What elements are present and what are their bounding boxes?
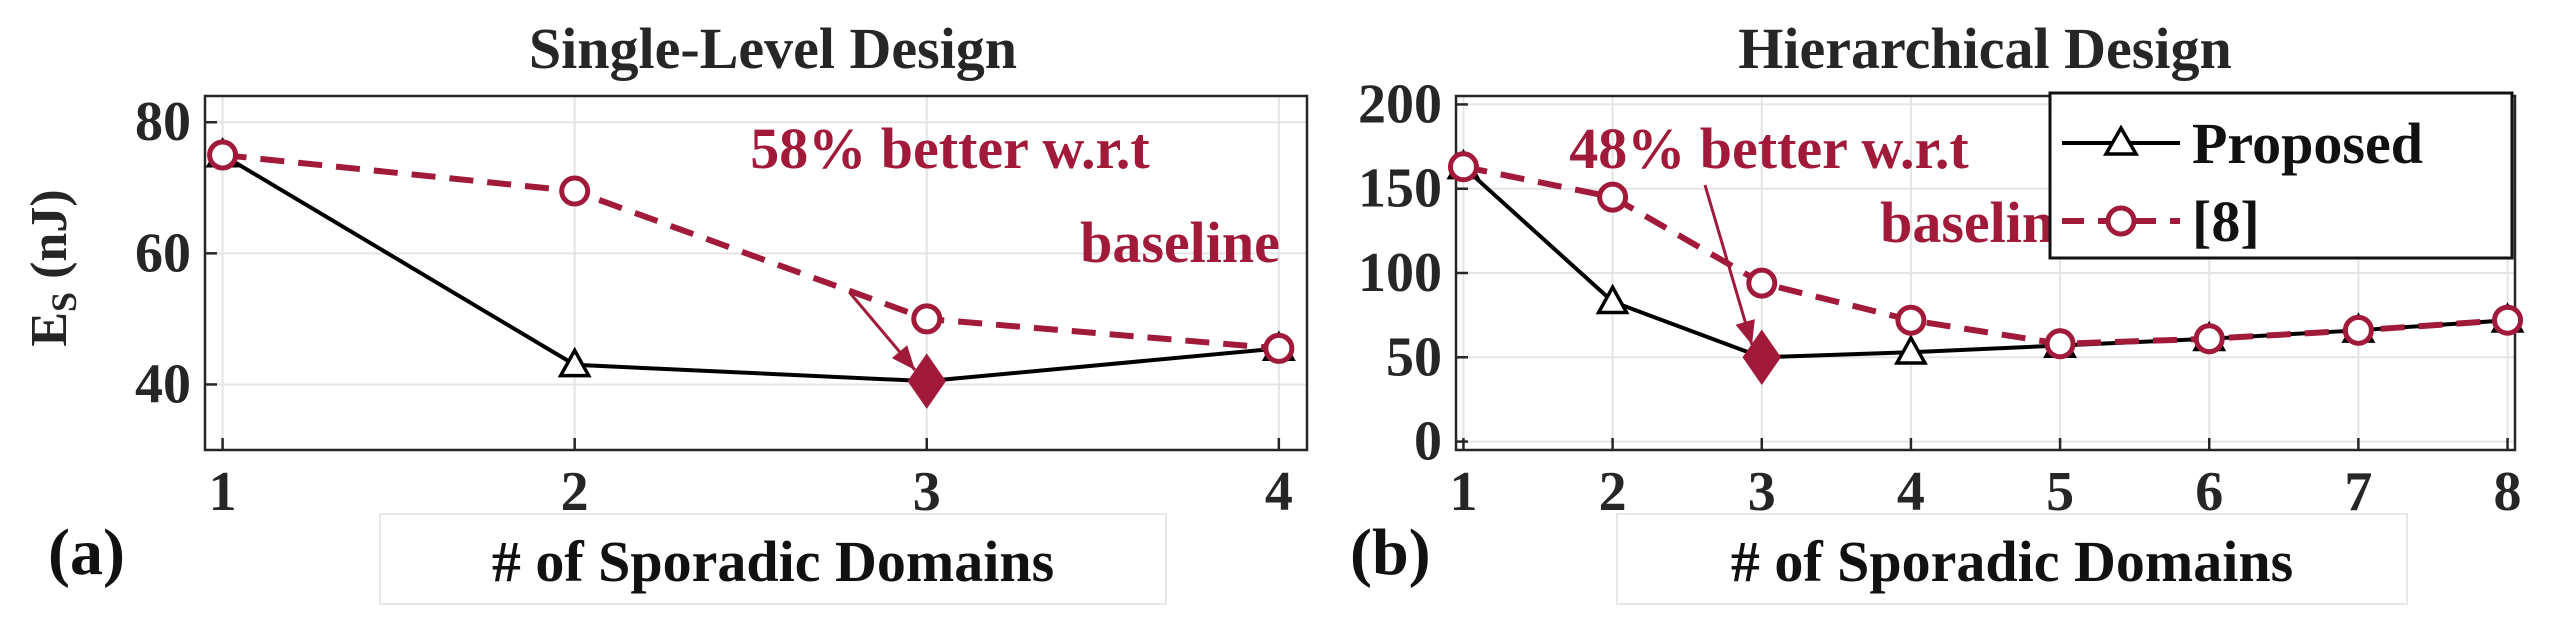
baseline-data-point <box>1447 151 1479 183</box>
y-axis-label: ES (nJ) <box>21 189 84 346</box>
proposed-data-point <box>1893 334 1928 365</box>
x-tick-label: 4 <box>1265 461 1293 523</box>
x-tick-label: 7 <box>2344 461 2372 523</box>
baseline-data-point <box>2492 304 2524 336</box>
proposed-data-point <box>557 346 592 378</box>
proposed-series-line <box>221 153 1280 384</box>
x-axis-label: # of Sporadic Domains <box>492 529 1054 594</box>
baseline-series-line <box>222 152 1280 352</box>
ylabel-subscript: S <box>44 292 84 312</box>
annotation-text: baseline <box>1080 210 1280 275</box>
y-tick-label: 100 <box>1358 242 1442 304</box>
panel-b: 1 2 3 4 5 6 7 8 0 50 100 150 200 Hierarchical Design #… <box>1350 16 2525 605</box>
baseline-data-point <box>1746 267 1778 299</box>
x-tick-label: 6 <box>2195 461 2223 523</box>
y-tick-label: 200 <box>1358 73 1442 135</box>
highlight-diamond <box>907 353 946 409</box>
x-tick-label: 1 <box>1449 461 1477 523</box>
baseline-data-point <box>911 303 943 335</box>
legend-marker-triangle <box>2102 124 2140 156</box>
annotation-text: 58% better w.r.t <box>750 116 1150 181</box>
baseline-data-point <box>559 175 591 207</box>
annotation-arrowhead <box>891 345 915 370</box>
proposed-data-point <box>1595 283 1630 315</box>
panel-label: (b) <box>1350 516 1431 589</box>
y-tick-label: 80 <box>135 91 191 153</box>
annotation-arrow <box>1703 184 1754 346</box>
panel-a: 1 2 3 4 40 60 80 Single-Level Design # of Sporad… <box>48 16 1309 605</box>
x-tick-label: 8 <box>2494 461 2522 523</box>
baseline-data-point <box>2044 328 2076 360</box>
ylabel-unit: (nJ) <box>21 189 78 292</box>
y-tick-label: 50 <box>1386 326 1442 388</box>
baseline-data-point <box>1895 304 1927 336</box>
ylabel-main: E <box>21 312 78 347</box>
annotation-arrowhead <box>1735 319 1755 345</box>
x-tick-label: 4 <box>1897 461 1925 523</box>
x-axis-label-box <box>1616 513 2408 605</box>
legend-label: [8] <box>2192 189 2260 254</box>
plot-area <box>203 94 1309 452</box>
y-tick-label: 40 <box>135 353 191 415</box>
x-tick-label: 2 <box>561 461 589 523</box>
x-tick-label: 1 <box>209 461 237 523</box>
x-tick-label: 5 <box>2046 461 2074 523</box>
y-tick-label: 60 <box>135 222 191 284</box>
legend-marker-circle <box>2105 205 2137 237</box>
proposed-series-line <box>1462 165 2508 360</box>
y-tick-label: 150 <box>1358 158 1442 220</box>
chart-title: Single-Level Design <box>529 16 1017 81</box>
baseline-data-point <box>2193 323 2225 355</box>
panel-label: (a) <box>48 516 125 589</box>
annotation-text: baseline <box>1880 190 2080 255</box>
x-axis-label: # of Sporadic Domains <box>1731 529 2293 594</box>
baseline-series-line <box>1462 163 2508 347</box>
annotation-text: 48% better w.r.t <box>1569 116 1969 181</box>
x-axis-label-box <box>379 513 1167 605</box>
legend-label: Proposed <box>2192 111 2423 176</box>
baseline-data-point <box>2342 314 2374 346</box>
x-tick-label: 2 <box>1599 461 1627 523</box>
baseline-data-point <box>1263 332 1295 364</box>
x-tick-label: 3 <box>1748 461 1776 523</box>
chart-title: Hierarchical Design <box>1738 16 2231 81</box>
baseline-data-point <box>1597 181 1629 213</box>
baseline-data-point <box>207 139 239 171</box>
y-tick-label: 0 <box>1414 411 1442 473</box>
x-tick-label: 3 <box>913 461 941 523</box>
